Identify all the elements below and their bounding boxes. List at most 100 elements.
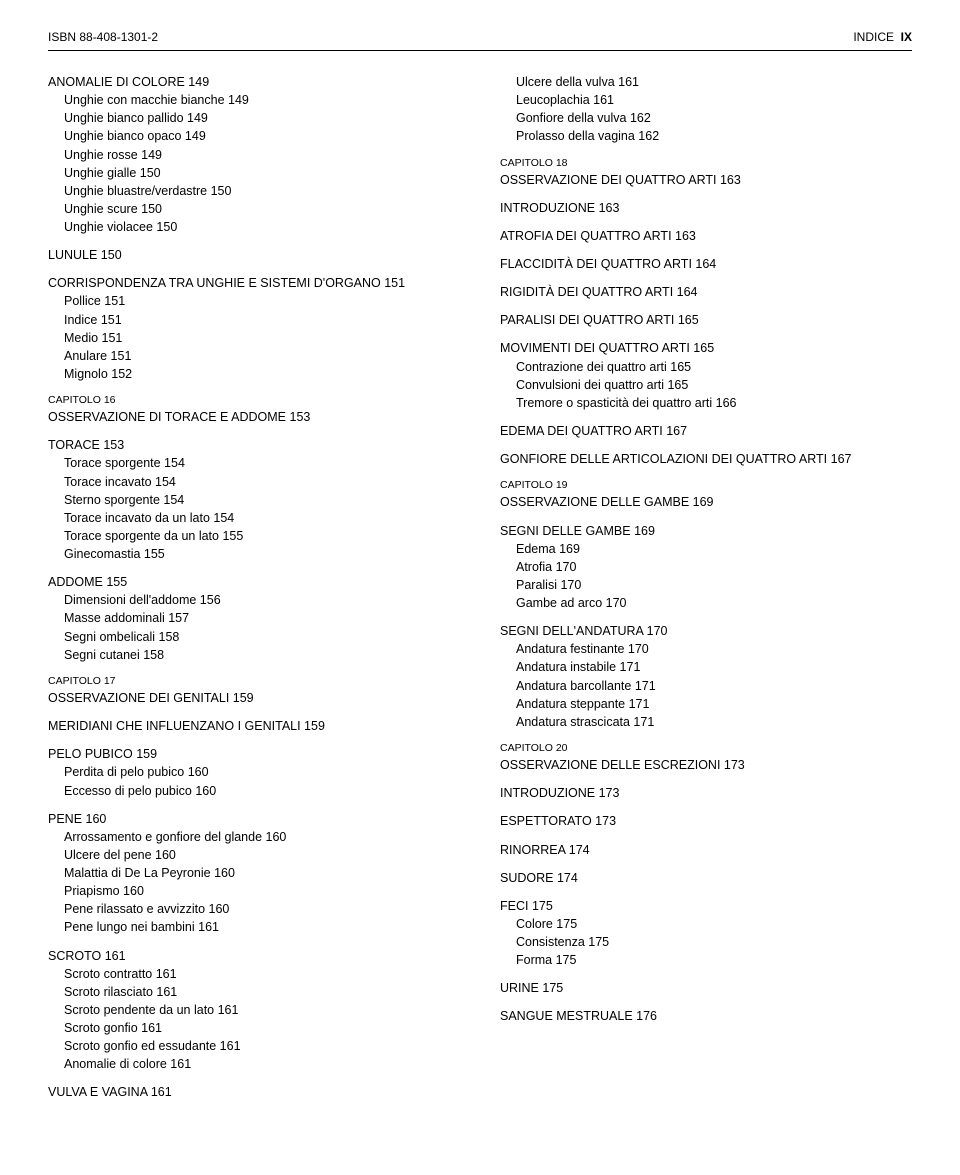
index-entry: Ulcere del pene 160 [48,846,460,864]
index-entry: ADDOME 155 [48,573,460,591]
index-entry: Unghie scure 150 [48,200,460,218]
page-header: ISBN 88-408-1301-2 INDICE IX [48,30,912,51]
isbn-label: ISBN 88-408-1301-2 [48,30,158,44]
index-entry: GONFIORE DELLE ARTICOLAZIONI DEI QUATTRO… [500,450,912,468]
index-entry: PENE 160 [48,810,460,828]
index-entry: SCROTO 161 [48,947,460,965]
index-entry: Scroto gonfio 161 [48,1019,460,1037]
index-entry: VULVA E VAGINA 161 [48,1083,460,1101]
index-entry: Unghie con macchie bianche 149 [48,91,460,109]
index-entry: Consistenza 175 [500,933,912,951]
index-entry: Torace sporgente 154 [48,454,460,472]
index-entry: SUDORE 174 [500,869,912,887]
index-entry: Unghie rosse 149 [48,146,460,164]
index-entry: RINORREA 174 [500,841,912,859]
index-entry: SEGNI DELL'ANDATURA 170 [500,622,912,640]
index-entry: Paralisi 170 [500,576,912,594]
index-entry: OSSERVAZIONE DEI QUATTRO ARTI 163 [500,171,912,189]
header-right: INDICE IX [853,30,912,44]
index-entry: CAPITOLO 19 [500,478,912,493]
index-entry: Segni cutanei 158 [48,646,460,664]
index-entry: Mignolo 152 [48,365,460,383]
index-entry: ATROFIA DEI QUATTRO ARTI 163 [500,227,912,245]
index-entry: Tremore o spasticità dei quattro arti 16… [500,394,912,412]
index-entry: Convulsioni dei quattro arti 165 [500,376,912,394]
index-entry: URINE 175 [500,979,912,997]
index-entry: Edema 169 [500,540,912,558]
index-entry: INTRODUZIONE 173 [500,784,912,802]
index-entry: Priapismo 160 [48,882,460,900]
index-entry: Prolasso della vagina 162 [500,127,912,145]
index-entry: Segni ombelicali 158 [48,628,460,646]
page-number: IX [901,30,912,44]
index-entry: Scroto rilasciato 161 [48,983,460,1001]
index-entry: CORRISPONDENZA TRA UNGHIE E SISTEMI D'OR… [48,274,460,292]
index-entry: OSSERVAZIONE DELLE GAMBE 169 [500,493,912,511]
index-entry: Perdita di pelo pubico 160 [48,763,460,781]
index-entry: PELO PUBICO 159 [48,745,460,763]
index-entry: Scroto contratto 161 [48,965,460,983]
index-entry: Andatura instabile 171 [500,658,912,676]
index-entry: Torace sporgente da un lato 155 [48,527,460,545]
index-entry: Unghie violacee 150 [48,218,460,236]
index-entry: PARALISI DEI QUATTRO ARTI 165 [500,311,912,329]
index-entry: ESPETTORATO 173 [500,812,912,830]
index-entry: TORACE 153 [48,436,460,454]
index-entry: Colore 175 [500,915,912,933]
right-column: Ulcere della vulva 161Leucoplachia 161Go… [500,73,912,1102]
page: ISBN 88-408-1301-2 INDICE IX ANOMALIE DI… [0,0,960,1132]
index-entry: Gonfiore della vulva 162 [500,109,912,127]
index-entry: CAPITOLO 16 [48,393,460,408]
index-entry: Pollice 151 [48,292,460,310]
index-entry: Arrossamento e gonfiore del glande 160 [48,828,460,846]
index-entry: Andatura barcollante 171 [500,677,912,695]
index-entry: Torace incavato da un lato 154 [48,509,460,527]
index-entry: OSSERVAZIONE DELLE ESCREZIONI 173 [500,756,912,774]
index-entry: INTRODUZIONE 163 [500,199,912,217]
index-entry: Gambe ad arco 170 [500,594,912,612]
index-entry: Sterno sporgente 154 [48,491,460,509]
index-entry: ANOMALIE DI COLORE 149 [48,73,460,91]
index-entry: Ginecomastia 155 [48,545,460,563]
index-entry: Pene rilassato e avvizzito 160 [48,900,460,918]
index-entry: Scroto gonfio ed essudante 161 [48,1037,460,1055]
index-entry: Andatura steppante 171 [500,695,912,713]
index-entry: Medio 151 [48,329,460,347]
index-entry: Unghie bluastre/verdastre 150 [48,182,460,200]
index-entry: Malattia di De La Peyronie 160 [48,864,460,882]
index-entry: SEGNI DELLE GAMBE 169 [500,522,912,540]
index-entry: Indice 151 [48,311,460,329]
index-entry: Eccesso di pelo pubico 160 [48,782,460,800]
index-entry: FLACCIDITÀ DEI QUATTRO ARTI 164 [500,255,912,273]
index-entry: MERIDIANI CHE INFLUENZANO I GENITALI 159 [48,717,460,735]
columns: ANOMALIE DI COLORE 149Unghie con macchie… [48,73,912,1102]
index-entry: RIGIDITÀ DEI QUATTRO ARTI 164 [500,283,912,301]
index-entry: SANGUE MESTRUALE 176 [500,1007,912,1025]
index-entry: Anulare 151 [48,347,460,365]
index-entry: Contrazione dei quattro arti 165 [500,358,912,376]
index-entry: Unghie bianco pallido 149 [48,109,460,127]
index-entry: Unghie bianco opaco 149 [48,127,460,145]
index-entry: LUNULE 150 [48,246,460,264]
index-entry: Masse addominali 157 [48,609,460,627]
index-entry: Unghie gialle 150 [48,164,460,182]
index-entry: Torace incavato 154 [48,473,460,491]
index-entry: OSSERVAZIONE DEI GENITALI 159 [48,689,460,707]
index-entry: Pene lungo nei bambini 161 [48,918,460,936]
index-entry: Leucoplachia 161 [500,91,912,109]
index-entry: Andatura strascicata 171 [500,713,912,731]
index-entry: CAPITOLO 17 [48,674,460,689]
index-entry: CAPITOLO 20 [500,741,912,756]
index-entry: Atrofia 170 [500,558,912,576]
index-entry: Forma 175 [500,951,912,969]
index-entry: FECI 175 [500,897,912,915]
index-entry: OSSERVAZIONE DI TORACE E ADDOME 153 [48,408,460,426]
index-entry: Andatura festinante 170 [500,640,912,658]
index-entry: CAPITOLO 18 [500,156,912,171]
index-word: INDICE [853,30,894,44]
index-entry: EDEMA DEI QUATTRO ARTI 167 [500,422,912,440]
index-entry: Dimensioni dell'addome 156 [48,591,460,609]
index-entry: Anomalie di colore 161 [48,1055,460,1073]
index-entry: MOVIMENTI DEI QUATTRO ARTI 165 [500,339,912,357]
left-column: ANOMALIE DI COLORE 149Unghie con macchie… [48,73,460,1102]
